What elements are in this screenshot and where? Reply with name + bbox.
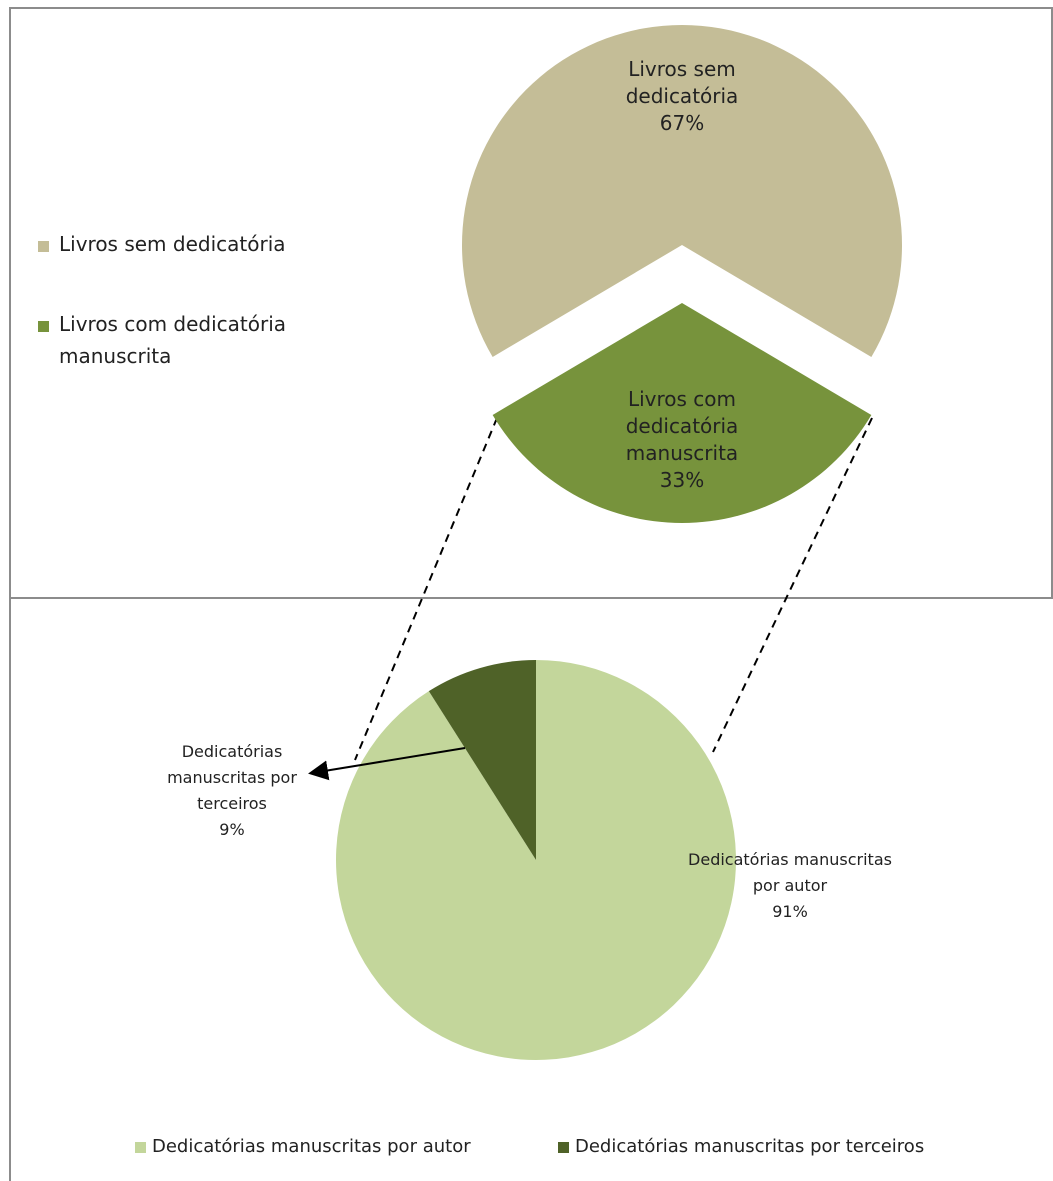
data-label-value: 91%: [772, 902, 808, 921]
pie-slice: [492, 303, 872, 523]
leader-arrow: [308, 747, 466, 781]
data-label-category: Livros sem dedicatória: [625, 57, 739, 108]
legend-swatch: [38, 321, 49, 332]
connector-line: [354, 417, 498, 761]
data-label-category: Dedicatórias manuscritas por terceiros: [167, 742, 297, 813]
data-label: Livros com dedicatória manuscrita 33%: [597, 386, 767, 494]
data-label-category: Dedicatórias manuscritas por autor: [688, 850, 892, 895]
pie-slice: [462, 24, 902, 357]
legend-label: Dedicatórias manuscritas por autor: [152, 1136, 471, 1157]
legend-swatch: [558, 1142, 569, 1153]
data-label: Dedicatórias manuscritas por autor 91%: [685, 847, 895, 925]
data-label-value: 9%: [219, 820, 245, 839]
chart-frame: [9, 597, 11, 1181]
pie-slice: [336, 660, 736, 1061]
data-label-value: 67%: [659, 111, 705, 135]
data-label: Dedicatórias manuscritas por terceiros 9%: [152, 739, 312, 843]
connector-line: [712, 417, 873, 753]
legend-label: Livros com dedicatória manuscrita: [59, 312, 287, 368]
legend-swatch: [38, 241, 49, 252]
legend-label: Dedicatórias manuscritas por terceiros: [575, 1136, 925, 1157]
data-label-category: Livros com dedicatória manuscrita: [625, 387, 739, 465]
legend-label: Livros sem dedicatória: [59, 232, 286, 256]
pie-slice: [428, 660, 536, 860]
legend-swatch: [135, 1142, 146, 1153]
data-label-value: 33%: [659, 468, 705, 492]
data-label: Livros sem dedicatória 67%: [607, 56, 757, 137]
chart-frame: [9, 7, 1053, 599]
